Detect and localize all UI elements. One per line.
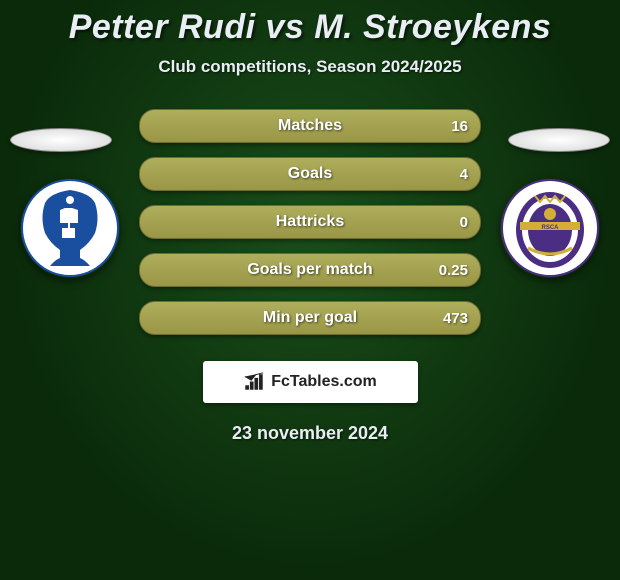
stat-label: Min per goal xyxy=(140,309,480,327)
stat-row: Matches16 xyxy=(139,109,481,143)
comparison-card: Petter Rudi vs M. Stroeykens Club compet… xyxy=(0,0,620,580)
chart-icon xyxy=(243,371,265,393)
stat-label: Goals xyxy=(140,165,480,183)
date-text: 23 november 2024 xyxy=(0,423,620,444)
brand-text: FcTables.com xyxy=(271,373,377,391)
stat-row: Goals per match0.25 xyxy=(139,253,481,287)
stat-row: Min per goal473 xyxy=(139,301,481,335)
stat-right-value: 0 xyxy=(460,214,468,231)
stat-label: Matches xyxy=(140,117,480,135)
right-team-crest-icon: RSCA xyxy=(500,178,600,278)
svg-text:RSCA: RSCA xyxy=(541,225,559,231)
stat-right-value: 16 xyxy=(451,118,468,135)
brand-badge[interactable]: FcTables.com xyxy=(203,361,418,403)
stat-row: Goals4 xyxy=(139,157,481,191)
stat-label: Hattricks xyxy=(140,213,480,231)
stat-right-value: 0.25 xyxy=(439,262,468,279)
right-country-oval xyxy=(508,128,610,152)
stat-label: Goals per match xyxy=(140,261,480,279)
left-country-oval xyxy=(10,128,112,152)
stat-right-value: 473 xyxy=(443,310,468,327)
subtitle: Club competitions, Season 2024/2025 xyxy=(0,57,620,77)
left-team-crest-icon xyxy=(20,178,120,278)
stat-row: Hattricks0 xyxy=(139,205,481,239)
page-title: Petter Rudi vs M. Stroeykens xyxy=(0,0,620,47)
stat-right-value: 4 xyxy=(460,166,468,183)
